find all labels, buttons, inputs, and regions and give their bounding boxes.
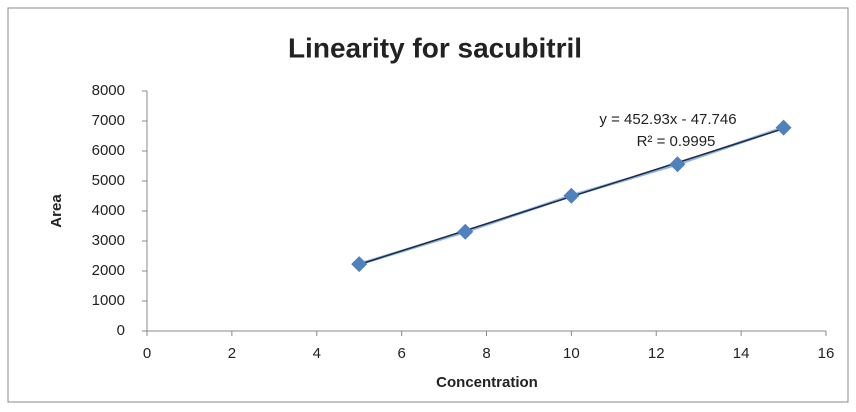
- chart-border: [7, 7, 849, 403]
- y-tick-label: 8000: [92, 82, 125, 99]
- trendline-equation: y = 452.93x - 47.746: [599, 111, 736, 128]
- data-point: [457, 223, 474, 240]
- y-tick-label: 0: [117, 322, 125, 339]
- x-tick-label: 4: [313, 345, 321, 362]
- data-point: [775, 119, 792, 136]
- y-axis-label: Area: [48, 194, 65, 228]
- x-tick-label: 14: [733, 345, 750, 362]
- x-tick-label: 2: [228, 345, 236, 362]
- y-tick-label: 4000: [92, 202, 125, 219]
- x-tick-label: 0: [143, 345, 151, 362]
- x-axis-label: Concentration: [436, 374, 538, 391]
- y-tick-label: 6000: [92, 142, 125, 159]
- y-tick-label: 2000: [92, 262, 125, 279]
- data-point: [669, 156, 686, 173]
- x-tick-label: 12: [648, 345, 665, 362]
- x-tick-label: 8: [482, 345, 490, 362]
- y-tick-label: 3000: [92, 232, 125, 249]
- data-point: [563, 187, 580, 204]
- x-tick-label: 10: [563, 345, 580, 362]
- trendline-r2: R² = 0.9995: [637, 133, 716, 150]
- x-tick-label: 6: [397, 345, 405, 362]
- data-point: [351, 256, 368, 273]
- y-tick-label: 1000: [92, 292, 125, 309]
- chart-title: Linearity for sacubitril: [288, 32, 582, 63]
- y-tick-label: 5000: [92, 172, 125, 189]
- x-tick-label: 16: [818, 345, 835, 362]
- y-tick-label: 7000: [92, 112, 125, 129]
